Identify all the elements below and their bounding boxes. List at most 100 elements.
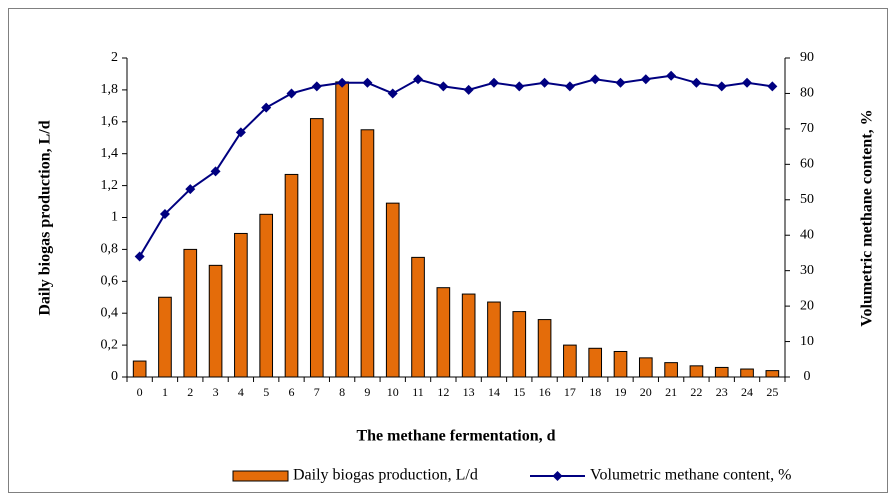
line-marker: [640, 74, 651, 85]
y-tick-label: 0,6: [101, 274, 119, 289]
x-tick-label: 16: [539, 385, 551, 399]
bar: [436, 287, 451, 378]
bar: [284, 173, 299, 378]
y-tick-label: 1: [111, 210, 118, 225]
line-marker: [666, 70, 677, 81]
x-tick-label: 3: [213, 385, 219, 399]
x-tick-label: 8: [339, 385, 345, 399]
y-tick-label: 0: [111, 369, 118, 384]
x-tick-label: 11: [412, 385, 424, 399]
bar: [259, 213, 274, 378]
x-tick-label: 2: [187, 385, 193, 399]
bar: [714, 366, 729, 378]
x-tick-label: 15: [513, 385, 525, 399]
y2-tick-label: 30: [800, 263, 814, 278]
x-tick-label: 10: [387, 385, 399, 399]
line-marker: [488, 77, 499, 88]
x-tick-label: 6: [289, 385, 295, 399]
x-tick-label: 5: [263, 385, 269, 399]
chart-border: [8, 8, 888, 493]
line-marker: [387, 88, 398, 99]
bar: [360, 129, 375, 378]
x-axis-title: The methane fermentation, d: [356, 428, 555, 445]
bar: [208, 264, 223, 378]
y-tick-label: 0,4: [101, 305, 119, 320]
line-marker: [413, 74, 424, 85]
x-tick-label: 17: [564, 385, 576, 399]
bar: [411, 256, 425, 378]
x-tick-label: 1: [162, 385, 168, 399]
y-axis-title: Daily biogas production, L/d: [37, 120, 54, 315]
bar: [234, 232, 248, 378]
line-marker: [615, 77, 626, 88]
line-marker: [185, 184, 196, 195]
bar: [385, 202, 400, 378]
legend-swatch: [232, 470, 289, 482]
bar: [158, 296, 172, 378]
line-marker: [590, 74, 601, 85]
line-marker: [691, 77, 702, 88]
bar: [588, 347, 603, 378]
bar: [512, 311, 527, 378]
line-marker: [564, 81, 575, 92]
bar: [765, 370, 780, 378]
line-marker: [159, 208, 170, 219]
line-marker: [742, 77, 753, 88]
line-marker: [235, 127, 246, 138]
line-marker: [539, 77, 550, 88]
x-tick-label: 22: [690, 385, 702, 399]
bar: [487, 301, 501, 378]
bar: [335, 81, 349, 378]
bar: [537, 319, 552, 378]
y2-tick-label: 70: [800, 121, 814, 136]
x-tick-label: 4: [238, 385, 244, 399]
x-tick-label: 13: [463, 385, 475, 399]
legend-label: Volumetric methane content, %: [590, 467, 791, 484]
bar: [309, 118, 324, 378]
line-marker: [716, 81, 727, 92]
bar: [664, 362, 678, 378]
y-tick-label: 1,4: [101, 146, 119, 161]
y-tick-label: 0,8: [101, 242, 119, 257]
x-tick-label: 23: [716, 385, 728, 399]
legend-marker: [552, 471, 563, 481]
y2-tick-label: 20: [800, 298, 814, 313]
bar: [563, 344, 577, 378]
bar: [132, 360, 147, 378]
x-tick-label: 14: [488, 385, 500, 399]
bar: [461, 293, 476, 378]
y2-tick-label: 40: [800, 227, 814, 242]
x-tick-label: 21: [665, 385, 677, 399]
y2-tick-label: 0: [804, 369, 811, 384]
bar: [638, 357, 653, 378]
x-tick-label: 7: [314, 385, 320, 399]
y-tick-label: 2: [111, 50, 118, 65]
x-tick-label: 24: [741, 385, 753, 399]
y2-tick-label: 10: [800, 334, 814, 349]
y-tick-label: 1,6: [101, 114, 119, 129]
legend-label: Daily biogas production, L/d: [293, 467, 478, 484]
y-tick-label: 1,2: [101, 178, 119, 193]
y2-tick-label: 50: [800, 192, 814, 207]
x-tick-label: 25: [766, 385, 778, 399]
x-tick-label: 12: [437, 385, 449, 399]
x-tick-label: 9: [364, 385, 370, 399]
line-marker: [438, 81, 449, 92]
x-tick-label: 18: [589, 385, 601, 399]
line-marker: [134, 251, 145, 262]
line-marker: [337, 77, 348, 88]
x-tick-label: 0: [137, 385, 143, 399]
line-marker: [311, 81, 322, 92]
y-tick-label: 1,8: [101, 82, 119, 97]
line-marker: [767, 81, 778, 92]
bar: [613, 350, 628, 378]
bar: [689, 365, 704, 378]
line-marker: [514, 81, 525, 92]
y2-tick-label: 90: [800, 50, 814, 65]
line-marker: [210, 166, 221, 177]
y2-tick-label: 60: [800, 157, 814, 172]
x-tick-label: 20: [640, 385, 652, 399]
line-marker: [362, 77, 373, 88]
